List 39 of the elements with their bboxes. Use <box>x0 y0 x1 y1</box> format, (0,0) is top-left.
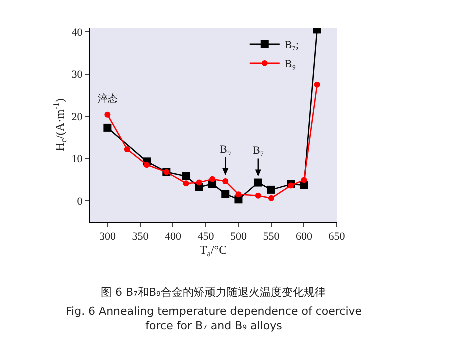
point <box>254 178 262 187</box>
point <box>196 180 202 186</box>
point <box>182 172 190 180</box>
point <box>222 190 230 198</box>
point <box>288 182 294 189</box>
point <box>222 178 229 185</box>
point <box>183 180 190 187</box>
y-tick-label: 40 <box>72 27 84 40</box>
x-tick-label: 350 <box>132 231 150 244</box>
legend-label: B₉ <box>284 58 296 71</box>
annotation: B₉ <box>220 144 232 156</box>
annotation: B₇ <box>253 145 264 157</box>
y-tick-label: 10 <box>72 154 84 166</box>
point <box>104 112 111 118</box>
x-axis-title: T$_{a}$/°C <box>200 243 228 259</box>
point <box>267 186 276 194</box>
x-tick-label: 600 <box>296 231 313 244</box>
point <box>104 124 112 132</box>
y-tick-label: 0 <box>77 196 84 208</box>
x-tick-label: 550 <box>263 231 280 244</box>
point <box>314 82 320 88</box>
point <box>236 192 242 198</box>
caption: 图 6 B₇和B₉合金的矫顽力随退火温度变化规律 <box>101 286 326 299</box>
point <box>124 146 130 152</box>
y-tick-label: 20 <box>72 111 84 124</box>
x-tick-label: 650 <box>328 231 346 244</box>
x-tick-label: 500 <box>230 231 248 244</box>
legend-label: B₇; <box>284 40 300 52</box>
point <box>301 177 308 184</box>
caption: Fig. 6 Annealing temperature dependence of coercive force for B₇ and B₉ alloys <box>66 305 362 332</box>
point <box>255 192 262 199</box>
point <box>210 176 216 182</box>
x-tick-label: 450 <box>198 231 215 244</box>
annotation: 淬态 <box>98 93 118 105</box>
point <box>268 195 274 202</box>
x-tick-label: 300 <box>99 231 116 244</box>
x-tick-label: 400 <box>164 231 182 244</box>
point <box>144 162 150 168</box>
y-tick-label: 30 <box>72 69 84 82</box>
